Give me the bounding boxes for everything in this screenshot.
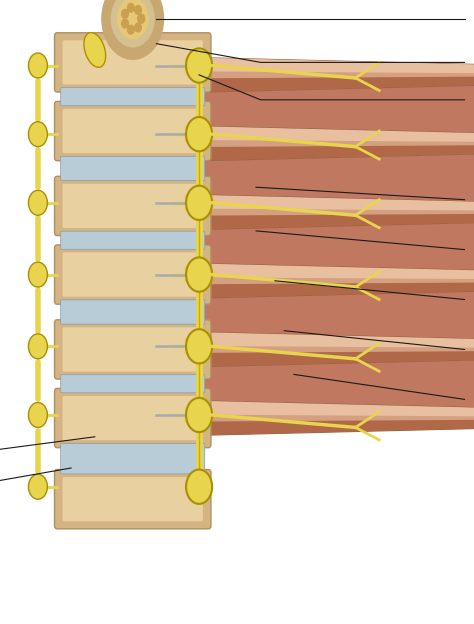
FancyBboxPatch shape [63, 477, 203, 522]
Circle shape [122, 19, 128, 28]
Ellipse shape [186, 257, 212, 291]
Polygon shape [204, 359, 474, 408]
Polygon shape [204, 222, 474, 271]
Circle shape [135, 6, 141, 14]
Ellipse shape [28, 190, 47, 215]
FancyBboxPatch shape [61, 231, 205, 249]
Ellipse shape [186, 469, 212, 504]
Polygon shape [204, 58, 474, 73]
Polygon shape [204, 85, 474, 134]
Circle shape [118, 0, 148, 39]
Ellipse shape [186, 185, 212, 220]
Circle shape [128, 26, 134, 34]
Ellipse shape [28, 334, 47, 359]
FancyBboxPatch shape [61, 443, 205, 474]
Circle shape [102, 0, 164, 59]
Polygon shape [204, 263, 474, 298]
Ellipse shape [186, 329, 212, 363]
Circle shape [122, 9, 128, 18]
FancyBboxPatch shape [63, 327, 203, 371]
Ellipse shape [186, 398, 212, 432]
Ellipse shape [28, 402, 47, 427]
FancyBboxPatch shape [55, 245, 211, 304]
Circle shape [138, 14, 145, 23]
Polygon shape [204, 291, 474, 339]
FancyBboxPatch shape [61, 300, 205, 324]
Polygon shape [204, 401, 474, 436]
Polygon shape [204, 332, 474, 367]
FancyBboxPatch shape [63, 396, 203, 441]
Ellipse shape [186, 117, 212, 152]
FancyBboxPatch shape [55, 101, 211, 160]
FancyBboxPatch shape [61, 88, 205, 106]
Circle shape [128, 3, 134, 12]
FancyBboxPatch shape [61, 374, 205, 393]
FancyBboxPatch shape [55, 176, 211, 235]
FancyBboxPatch shape [55, 388, 211, 448]
Ellipse shape [28, 262, 47, 287]
Polygon shape [204, 332, 474, 348]
Polygon shape [204, 420, 474, 436]
FancyBboxPatch shape [55, 319, 211, 379]
Ellipse shape [28, 53, 47, 78]
Polygon shape [204, 77, 474, 92]
Polygon shape [204, 263, 474, 279]
Polygon shape [204, 58, 474, 92]
FancyBboxPatch shape [55, 469, 211, 529]
Polygon shape [204, 154, 474, 202]
Polygon shape [204, 195, 474, 210]
Polygon shape [204, 283, 474, 298]
Polygon shape [204, 126, 474, 142]
Polygon shape [204, 214, 474, 229]
FancyBboxPatch shape [63, 109, 203, 153]
Circle shape [138, 14, 145, 23]
Polygon shape [204, 145, 474, 160]
FancyBboxPatch shape [63, 183, 203, 228]
Circle shape [135, 23, 141, 32]
Ellipse shape [186, 49, 212, 82]
Ellipse shape [28, 474, 47, 499]
Ellipse shape [28, 122, 47, 147]
Circle shape [111, 0, 154, 47]
FancyBboxPatch shape [55, 32, 211, 92]
Polygon shape [204, 401, 474, 416]
Polygon shape [204, 126, 474, 160]
Polygon shape [204, 351, 474, 367]
Ellipse shape [84, 32, 106, 67]
Polygon shape [204, 195, 474, 229]
FancyBboxPatch shape [63, 41, 203, 85]
FancyBboxPatch shape [63, 252, 203, 296]
FancyBboxPatch shape [61, 156, 205, 181]
